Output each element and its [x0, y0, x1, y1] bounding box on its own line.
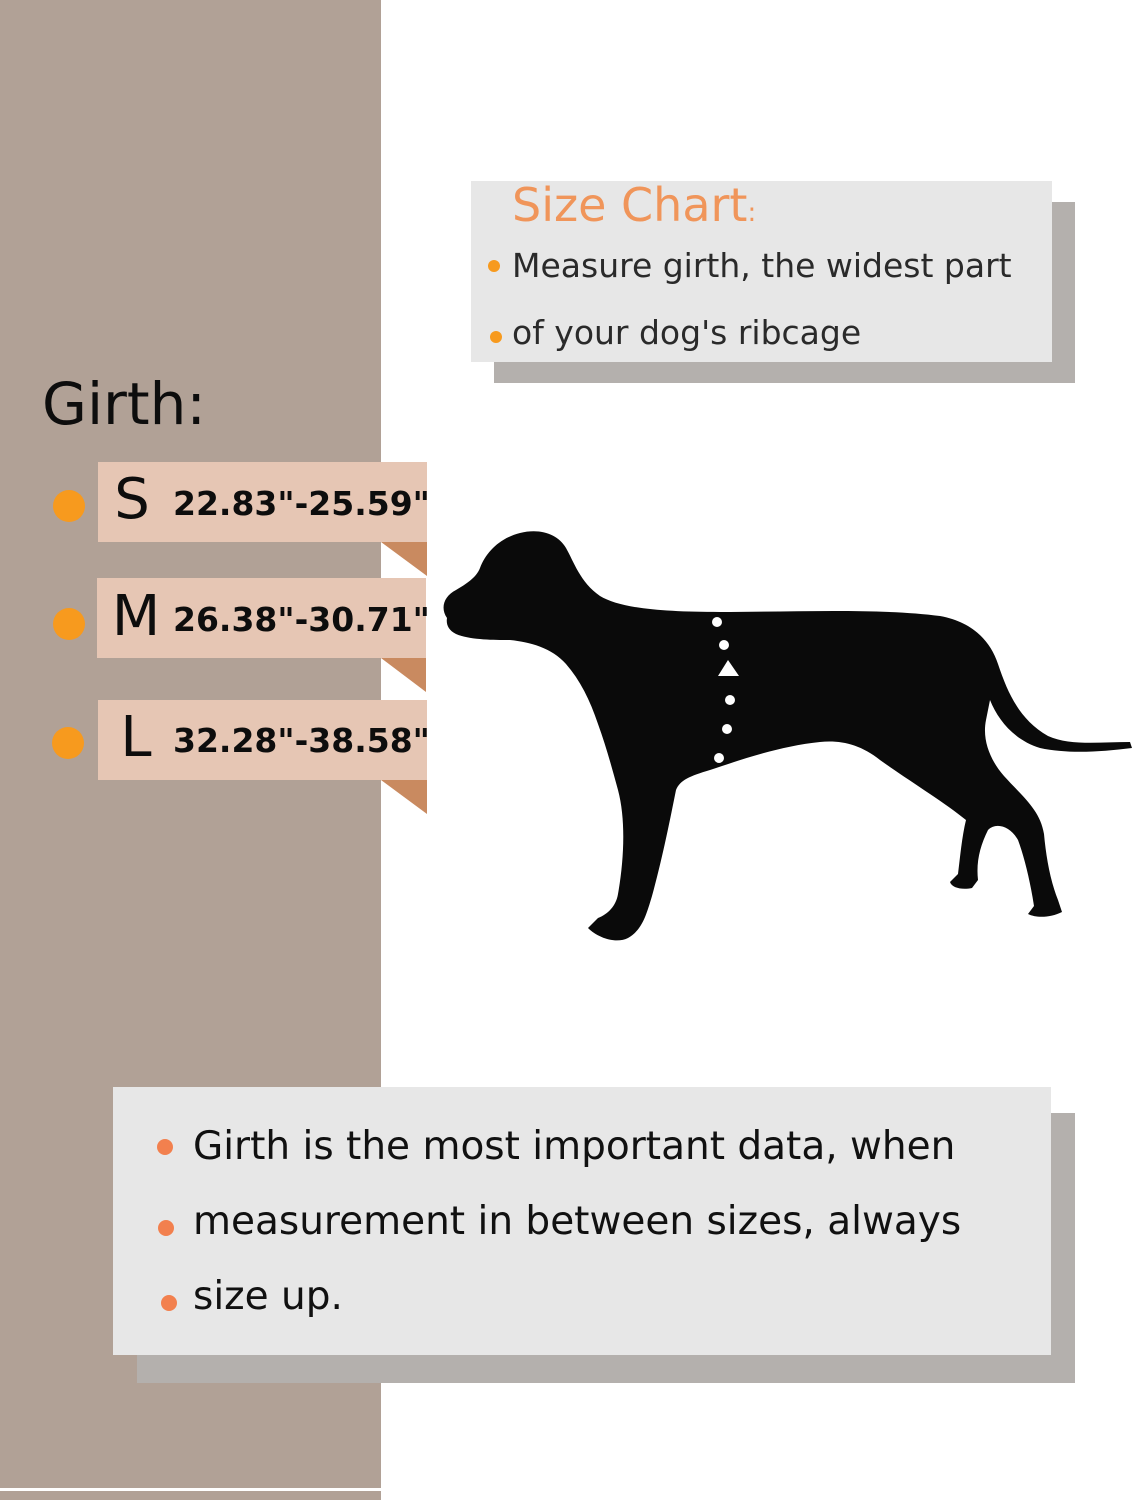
- size-chart-line: Measure girth, the widest part: [512, 246, 1012, 285]
- size-range: 22.83"-25.59": [173, 484, 430, 523]
- size-letter: M: [111, 584, 161, 649]
- size-range: 26.38"-30.71": [173, 600, 430, 639]
- size-letter: S: [114, 467, 150, 532]
- size-chart-line: of your dog's ribcage: [512, 313, 862, 352]
- girth-heading: Girth:: [42, 370, 206, 438]
- dog-silhouette-icon: [443, 531, 1132, 941]
- bullet-dot-icon: [53, 490, 85, 522]
- size-chart-card: [471, 181, 1052, 362]
- bullet-dot-icon: [490, 331, 502, 343]
- tag-fold: [381, 542, 427, 576]
- size-range: 32.28"-38.58": [173, 721, 430, 760]
- size-chart-title: Size Chart:: [512, 178, 756, 232]
- tag-fold: [381, 658, 426, 692]
- note-line: Girth is the most important data, when: [193, 1124, 956, 1169]
- bullet-dot-icon: [158, 1220, 174, 1236]
- size-chart-colon: :: [747, 198, 757, 228]
- bullet-dot-icon: [53, 608, 85, 640]
- bullet-dot-icon: [157, 1139, 173, 1155]
- size-chart-title-text: Size Chart: [512, 178, 748, 232]
- note-line: measurement in between sizes, always: [193, 1199, 962, 1244]
- bullet-dot-icon: [161, 1295, 177, 1311]
- size-tag: [98, 700, 427, 780]
- bullet-dot-icon: [488, 260, 500, 272]
- divider: [0, 1488, 381, 1491]
- note-line: size up.: [193, 1274, 343, 1319]
- size-letter: L: [120, 705, 152, 770]
- note-card: [113, 1087, 1051, 1355]
- bullet-dot-icon: [52, 727, 84, 759]
- size-tag: [97, 578, 426, 658]
- size-tag: [98, 462, 427, 542]
- tag-fold: [381, 780, 427, 814]
